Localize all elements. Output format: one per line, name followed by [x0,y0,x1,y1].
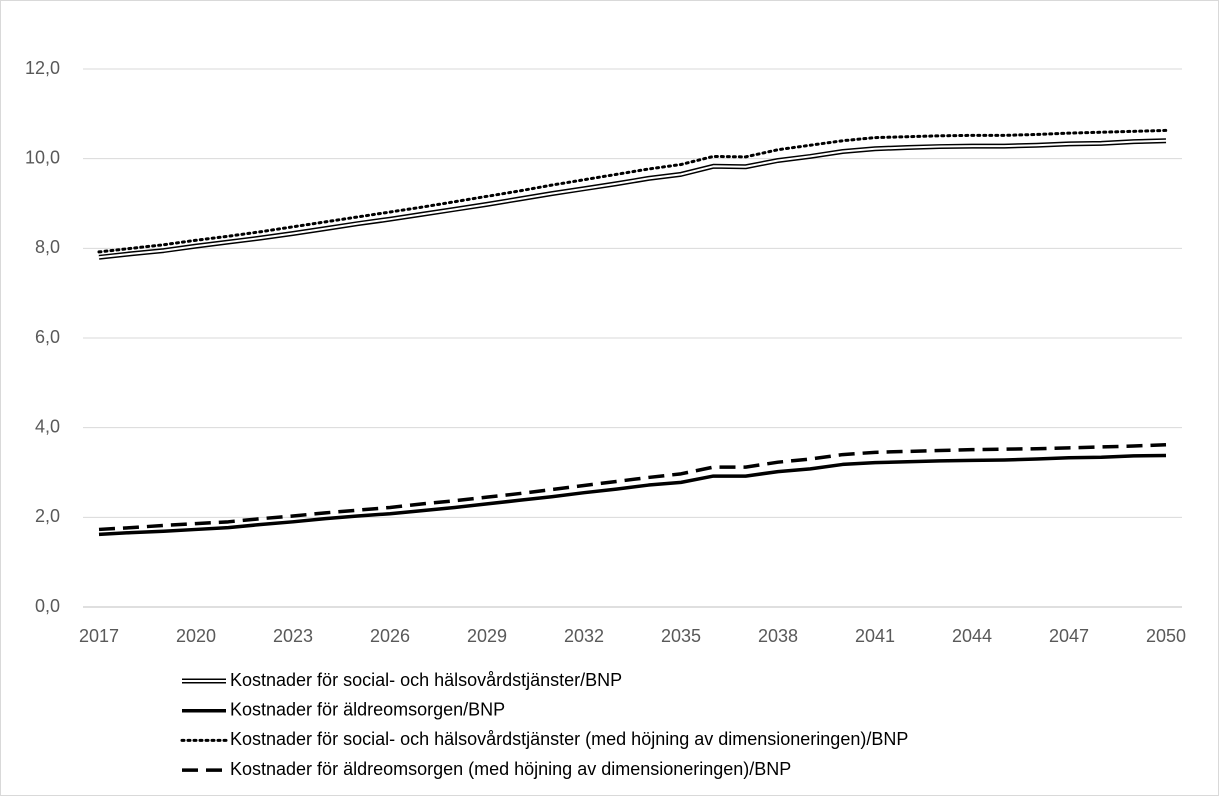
x-tick-label: 2023 [273,626,313,646]
x-tick-label: 2044 [952,626,992,646]
series-line [98,453,1167,537]
x-tick-label: 2032 [564,626,604,646]
x-tick-label: 2038 [758,626,798,646]
y-tick-label: 10,0 [25,147,60,167]
legend-label: Kostnader för äldreomsorgen/BNP [230,699,505,719]
y-tick-label: 4,0 [35,416,60,436]
x-tick-label: 2029 [467,626,507,646]
y-tick-label: 12,0 [25,58,60,78]
x-tick-label: 2026 [370,626,410,646]
x-tick-label: 2041 [855,626,895,646]
y-tick-label: 6,0 [35,327,60,347]
legend-label: Kostnader för social- och hälsovårdstjän… [230,670,622,690]
legend-label: Kostnader för äldreomsorgen (med höjning… [230,759,791,779]
x-tick-label: 2035 [661,626,701,646]
y-tick-label: 2,0 [35,506,60,526]
x-tick-label: 2017 [79,626,119,646]
y-tick-label: 0,0 [35,596,60,616]
series-line [98,139,1167,259]
y-tick-label: 8,0 [35,237,60,257]
x-tick-label: 2050 [1146,626,1186,646]
legend-label: Kostnader för social- och hälsovårdstjän… [230,729,908,749]
x-tick-label: 2047 [1049,626,1089,646]
series-line [97,128,1168,254]
x-tick-label: 2020 [176,626,216,646]
series-line [98,442,1167,532]
